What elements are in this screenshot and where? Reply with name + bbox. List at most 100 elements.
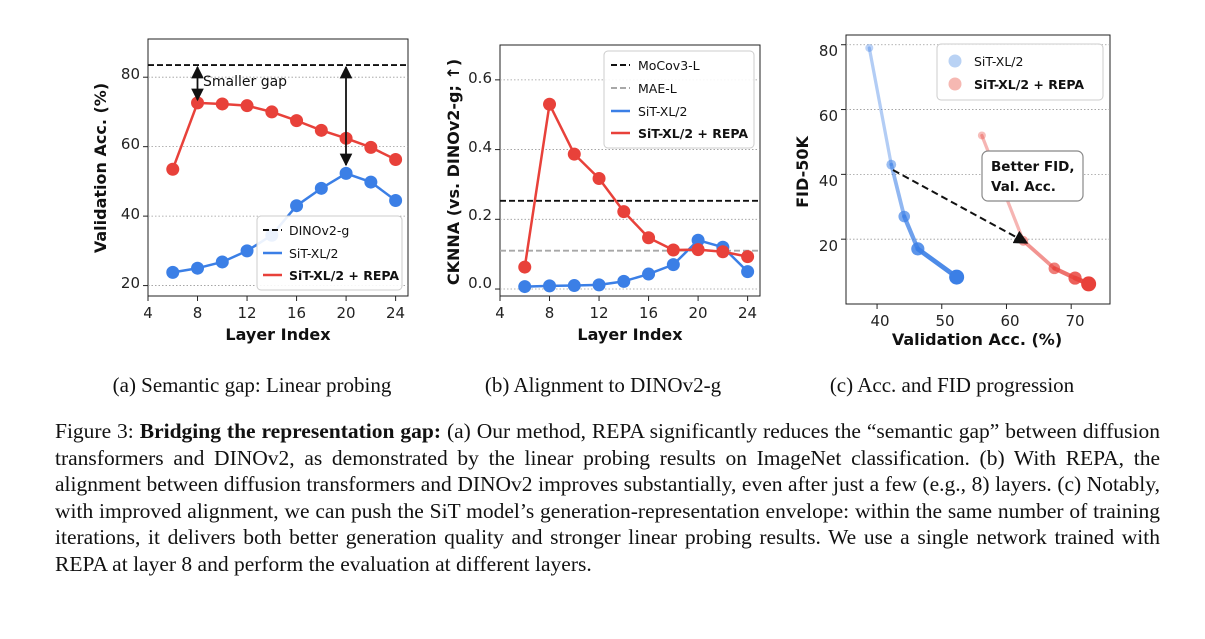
y-axis-label: CKNNA (vs. DINOv2-g; ↑) bbox=[444, 59, 463, 285]
series-sit-point bbox=[215, 255, 229, 269]
series-repa-point bbox=[592, 172, 606, 186]
x-tick-label: 50 bbox=[935, 312, 954, 330]
series-repa-point bbox=[265, 105, 279, 119]
legend-label: SiT-XL/2 + REPA bbox=[974, 77, 1084, 92]
series-repa-point bbox=[314, 123, 328, 137]
x-axis-label: Validation Acc. (%) bbox=[892, 330, 1062, 349]
x-tick-label: 16 bbox=[287, 304, 306, 322]
caption-text: (a) Our method, REPA significantly reduc… bbox=[55, 419, 1161, 576]
legend-label: SiT-XL/2 bbox=[289, 246, 338, 261]
x-tick-label: 8 bbox=[193, 304, 203, 322]
caption-title: Bridging the representation gap: bbox=[139, 419, 442, 443]
subcaption: (a) Semantic gap: Linear probing bbox=[113, 373, 392, 397]
subcaption: (b) Alignment to DINOv2-g bbox=[485, 373, 722, 397]
series-sit-point bbox=[543, 279, 557, 293]
series-repa-point bbox=[741, 250, 755, 264]
series-sit-point bbox=[642, 267, 656, 281]
series-sit-segment bbox=[867, 46, 893, 167]
axis-ticks bbox=[495, 79, 749, 301]
series-repa-point bbox=[518, 260, 532, 274]
series-sit-point bbox=[886, 159, 897, 170]
series-sit-point bbox=[240, 244, 254, 258]
series-repa-point bbox=[215, 97, 229, 111]
x-tick-label: 20 bbox=[336, 304, 355, 322]
series-sit-point bbox=[339, 166, 353, 180]
series-sit-point bbox=[898, 210, 911, 223]
legend-label: SiT-XL/2 + REPA bbox=[289, 268, 399, 283]
series-sit-line bbox=[524, 238, 749, 288]
x-tick-label: 12 bbox=[237, 304, 256, 322]
legend: DINOv2-g SiT-XL/2 SiT-XL/2 + REPA bbox=[256, 215, 403, 291]
legend-label: MoCov3-L bbox=[638, 58, 700, 73]
caption-label: Figure 3: bbox=[55, 419, 134, 443]
series-sit-point bbox=[314, 181, 328, 195]
chart-semantic-gap: 4 8 12 16 20 24 20 40 60 80 Layer Index … bbox=[91, 38, 409, 397]
x-axis-label: Layer Index bbox=[577, 325, 683, 344]
y-tick-label: 0.0 bbox=[468, 274, 492, 292]
series-sit-segment bbox=[889, 162, 907, 219]
legend: SiT-XL/2 SiT-XL/2 + REPA bbox=[936, 43, 1104, 101]
plot-frame bbox=[147, 38, 409, 297]
plot-data bbox=[500, 97, 760, 294]
trend-arrow bbox=[892, 169, 1029, 244]
y-tick-label: 60 bbox=[121, 135, 140, 153]
x-tick-label: 24 bbox=[738, 304, 757, 322]
plot-frame bbox=[499, 44, 761, 297]
series-sit-point bbox=[290, 199, 304, 213]
annotation-smaller-gap: Smaller gap bbox=[203, 74, 287, 90]
series-sit-point bbox=[617, 274, 631, 288]
series-repa-point bbox=[666, 243, 680, 257]
y-tick-label: 20 bbox=[819, 237, 838, 255]
x-tick-label: 24 bbox=[386, 304, 405, 322]
series-repa-line bbox=[171, 101, 397, 170]
x-tick-label: 12 bbox=[589, 304, 608, 322]
series-repa-point bbox=[691, 243, 705, 257]
x-tick-label: 4 bbox=[143, 304, 153, 322]
series-repa-point bbox=[977, 131, 986, 140]
x-axis-label: Layer Index bbox=[225, 325, 331, 344]
series-sit-point bbox=[865, 43, 874, 52]
axis-ticks bbox=[143, 76, 397, 301]
series-repa-point bbox=[166, 162, 180, 176]
y-tick-label: 20 bbox=[121, 274, 140, 292]
x-tick-label: 60 bbox=[1000, 312, 1019, 330]
x-tick-label: 20 bbox=[688, 304, 707, 322]
x-tick-label: 16 bbox=[639, 304, 658, 322]
legend-swatch-repa bbox=[948, 77, 962, 91]
series-repa-point bbox=[617, 205, 631, 219]
annotation-box: Better FID, Val. Acc. bbox=[981, 150, 1084, 202]
series-sit-point bbox=[741, 265, 755, 279]
series-repa-point bbox=[1068, 271, 1082, 285]
y-tick-label: 80 bbox=[121, 65, 140, 83]
series-sit-point bbox=[666, 258, 680, 272]
chart-acc-fid: 40 50 60 70 20 40 60 80 Validation Acc. … bbox=[793, 34, 1111, 397]
legend-label: SiT-XL/2 + REPA bbox=[638, 126, 748, 141]
y-tick-label: 80 bbox=[819, 42, 838, 60]
x-tick-label: 40 bbox=[870, 312, 889, 330]
x-tick-label: 8 bbox=[545, 304, 555, 322]
y-tick-label: 60 bbox=[819, 107, 838, 125]
series-sit-point bbox=[191, 261, 205, 275]
y-tick-label: 0.6 bbox=[468, 69, 492, 87]
annotation-line: Val. Acc. bbox=[991, 179, 1056, 195]
legend-label: DINOv2-g bbox=[289, 223, 349, 238]
series-repa-point bbox=[389, 153, 403, 167]
figure-caption: Figure 3: Bridging the representation ga… bbox=[55, 418, 1160, 577]
chart-alignment: 4 8 12 16 20 24 0.0 0.2 0.4 0.6 Layer In… bbox=[444, 44, 761, 397]
series-sit-point bbox=[592, 278, 606, 292]
axis-ticks bbox=[841, 44, 1072, 309]
series-sit-point bbox=[389, 193, 403, 207]
series-sit-point bbox=[567, 279, 581, 293]
subcaption: (c) Acc. and FID progression bbox=[830, 373, 1075, 397]
x-tick-label: 4 bbox=[495, 304, 505, 322]
annotation-line: Better FID, bbox=[991, 159, 1074, 175]
series-repa-point bbox=[716, 245, 730, 259]
legend-label: SiT-XL/2 bbox=[638, 104, 687, 119]
series-sit-point bbox=[911, 242, 925, 256]
series-repa-point bbox=[364, 140, 378, 154]
plot-frame bbox=[845, 34, 1111, 305]
series-sit-point bbox=[166, 265, 180, 279]
series-sit-point bbox=[949, 269, 965, 285]
series-sit-point bbox=[691, 233, 705, 247]
figure-3: 4 8 12 16 20 24 20 40 60 80 Layer Index … bbox=[91, 34, 1111, 397]
